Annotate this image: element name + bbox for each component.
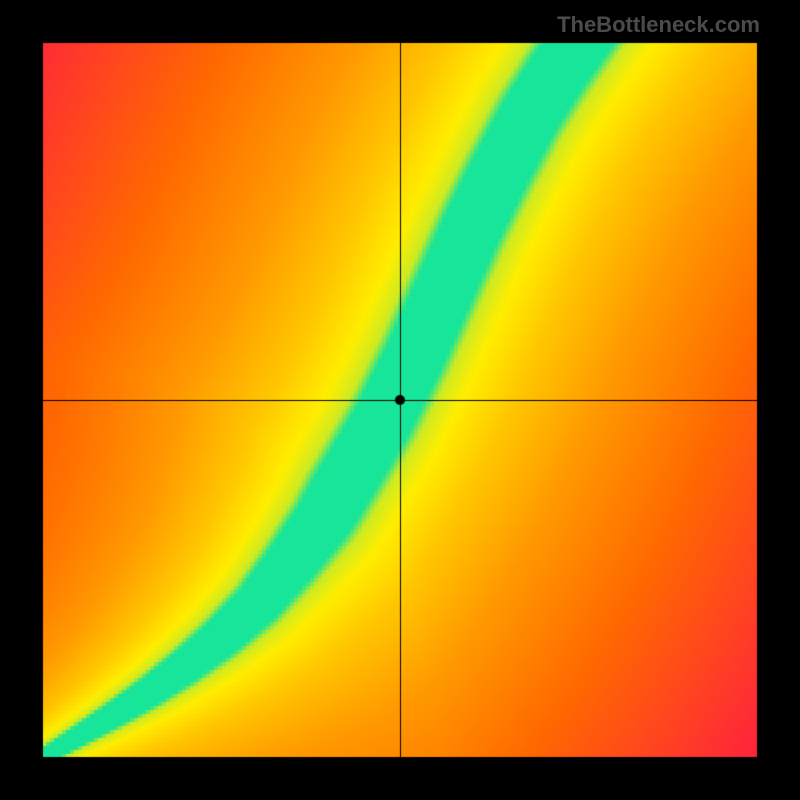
heatmap-canvas [0, 0, 800, 800]
chart-stage: { "meta": { "type": "heatmap", "source_w… [0, 0, 800, 800]
